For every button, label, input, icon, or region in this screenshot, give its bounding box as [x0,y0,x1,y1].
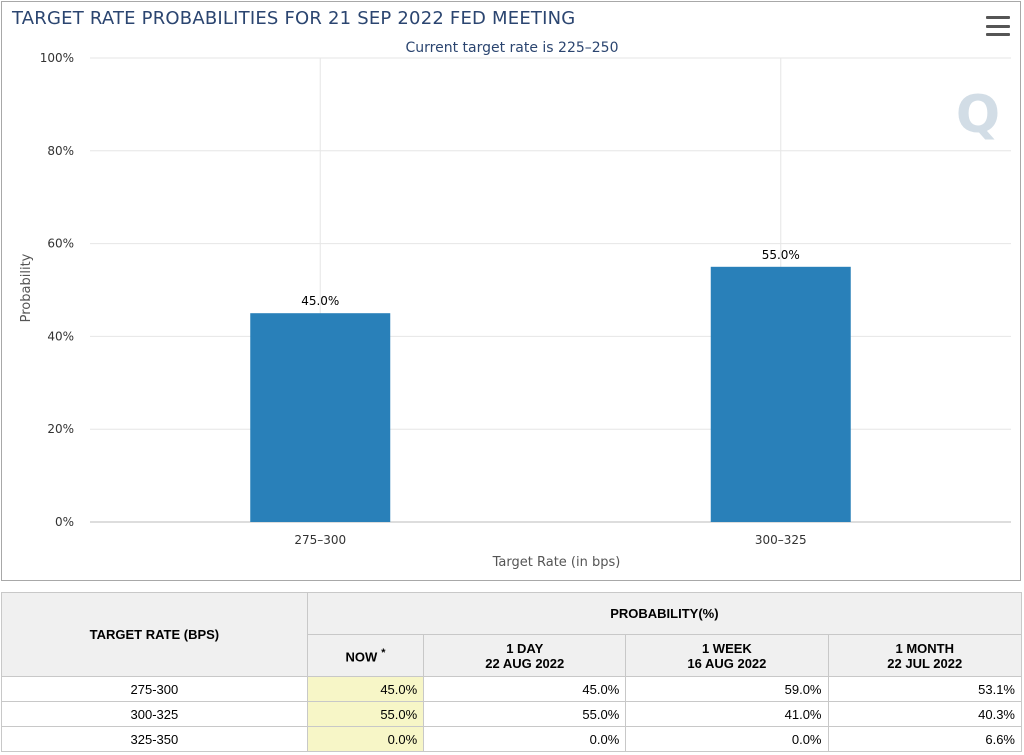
target-rate-cell: 275-300 [1,676,308,702]
probability-cell: 41.0% [625,701,829,727]
target-rate-cell: 300-325 [1,701,308,727]
chart-panel: TARGET RATE PROBABILITIES FOR 21 SEP 202… [1,1,1021,581]
probability-cell: 40.3% [827,701,1022,727]
bar-data-label: 55.0% [762,248,800,262]
y-axis-title: Probability [19,253,34,322]
target-rate-cell: 325-350 [1,726,308,752]
probability-cell: 59.0% [625,676,829,702]
table-row: 325-350 0.0% 0.0% 0.0% 6.6% [1,726,1022,752]
y-tick-label: 40% [47,329,74,343]
probability-cell: 53.1% [827,676,1022,702]
y-tick-label: 100% [40,51,74,65]
probability-table: TARGET RATE (BPS) PROBABILITY(%) NOW * 1 D… [1,592,1023,752]
now-probability-cell: 55.0% [306,701,425,727]
table-row: 275-300 45.0% 45.0% 59.0% 53.1% [1,676,1022,702]
column-header-date: 16 AUG 2022 [687,655,767,671]
menu-line [986,16,1010,19]
column-header-3: 1 WEEK 16 AUG 2022 [625,634,829,677]
column-header-2: 1 DAY 22 AUG 2022 [423,634,627,677]
now-probability-cell: 0.0% [306,726,425,752]
y-tick-label: 20% [47,422,74,436]
probability-header: PROBABILITY(%) [306,592,1023,635]
x-tick-label: 300–325 [755,533,807,547]
bar [710,266,851,522]
column-header-1: NOW * [306,634,425,677]
chart-subtitle: Current target rate is 225–250 [405,40,619,56]
probability-cell: 45.0% [423,676,627,702]
menu-line [986,33,1010,36]
column-header-date: 22 AUG 2022 [485,655,565,671]
hamburger-menu-icon[interactable] [986,16,1010,36]
x-axis-title: Target Rate (in bps) [492,555,621,570]
column-header-title: 1 DAY [506,640,544,656]
column-header-4: 1 MONTH 22 JUL 2022 [827,634,1022,677]
bar-data-label: 45.0% [301,294,339,308]
probability-cell: 0.0% [423,726,627,752]
y-tick-label: 0% [55,515,74,529]
target-rate-header: TARGET RATE (BPS) [1,592,308,677]
now-probability-cell: 45.0% [306,676,425,702]
x-tick-label: 275–300 [294,533,346,547]
probability-cell: 0.0% [625,726,829,752]
y-tick-label: 80% [47,144,74,158]
column-header-title: NOW * [345,646,386,665]
menu-line [986,24,1010,28]
column-header-title: 1 MONTH [895,640,955,656]
bar-chart: 0% 20% 40% 60% 80% 100% Q 45.0% 275–300 55.0% 300–… [19,51,1011,570]
probability-cell: 55.0% [423,701,627,727]
bar [250,313,391,522]
footnote-marker: * [381,646,386,659]
column-header-date: 22 JUL 2022 [887,655,963,671]
probability-cell: 6.6% [827,726,1022,752]
y-tick-label: 60% [47,237,74,251]
table-row: 300-325 55.0% 55.0% 41.0% 40.3% [1,701,1022,727]
column-header-title: 1 WEEK [701,640,752,656]
chart-title: TARGET RATE PROBABILITIES FOR 21 SEP 202… [12,8,576,29]
watermark-logo: Q [956,85,1000,145]
